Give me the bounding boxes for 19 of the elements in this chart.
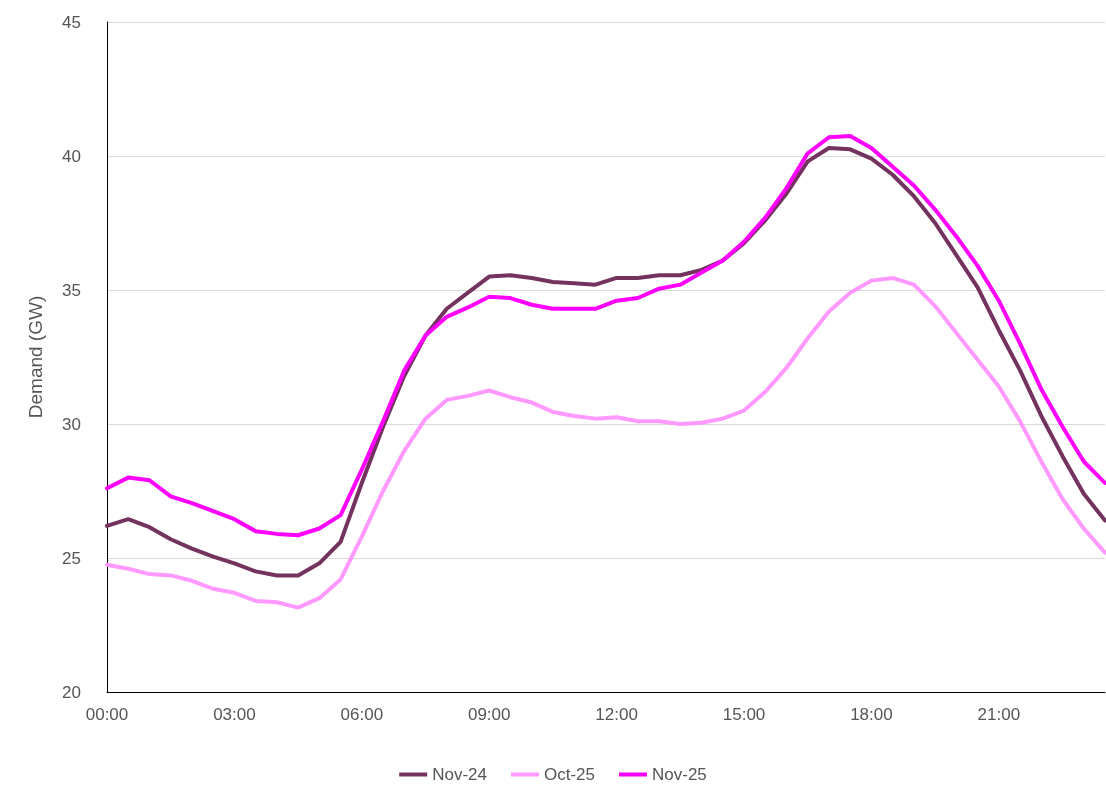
y-axis-title: Demand (GW) (25, 295, 46, 419)
y-tick-label: 20 (62, 682, 81, 702)
y-tick-label: 35 (62, 280, 81, 300)
x-tick-label: 03:00 (213, 705, 256, 724)
y-tick-label: 30 (62, 414, 81, 434)
legend-label: Oct-25 (543, 765, 596, 784)
x-tick-label: 12:00 (595, 705, 638, 724)
x-tick-label: 00:00 (85, 705, 129, 724)
legend-label: Nov-25 (652, 765, 707, 784)
x-tick-label: 09:00 (467, 705, 511, 724)
line-series (105, 275, 1106, 610)
legend-label: Nov-24 (432, 765, 487, 784)
x-tick-label: 15:00 (722, 705, 766, 724)
y-tick-label: 40 (62, 146, 81, 166)
y-tick-label: 25 (62, 548, 81, 568)
x-tick-label: 21:00 (977, 705, 1021, 724)
x-tick-label: 06:00 (340, 705, 384, 724)
y-tick-label: 45 (62, 12, 81, 32)
x-tick-label: 18:00 (850, 705, 893, 724)
